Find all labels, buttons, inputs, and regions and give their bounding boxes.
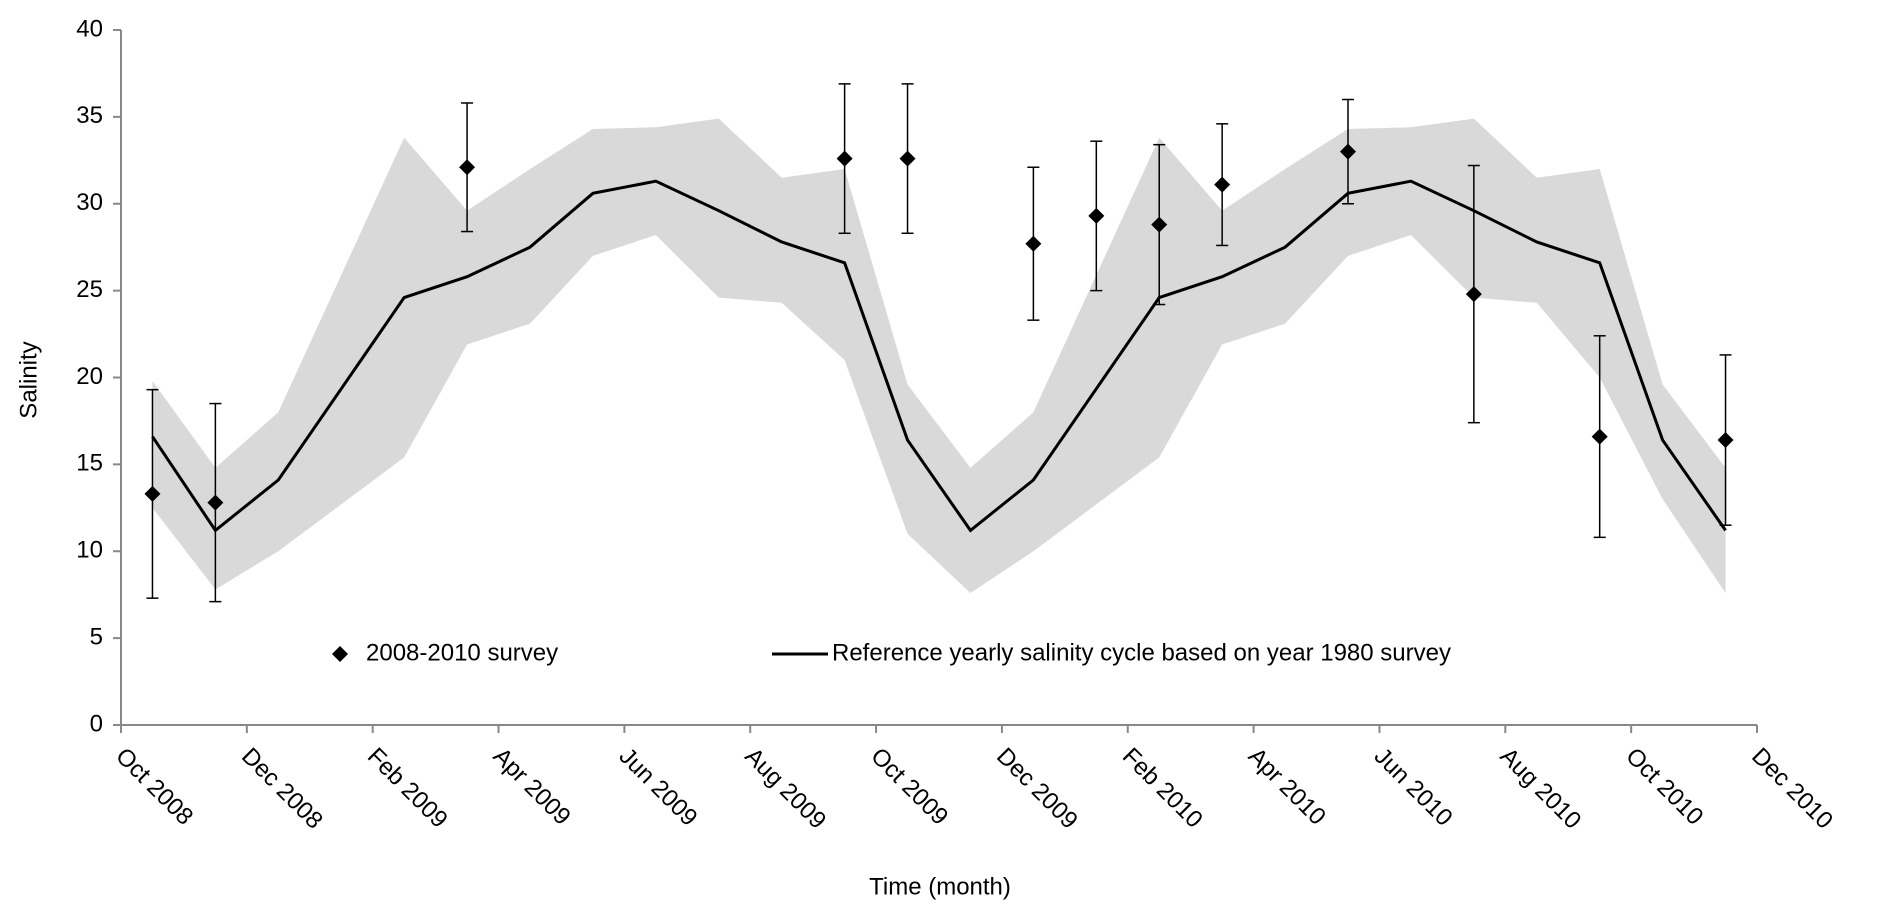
survey-point — [1591, 428, 1608, 445]
x-tick-label: Dec 2008 — [236, 743, 328, 835]
survey-point — [459, 159, 476, 176]
survey-point — [836, 150, 853, 167]
y-tick-label: 25 — [76, 276, 103, 303]
x-tick-label: Feb 2009 — [362, 743, 453, 834]
survey-point — [1151, 216, 1168, 233]
survey-point — [1340, 143, 1356, 160]
x-tick-label: Jun 2010 — [1369, 743, 1458, 832]
legend-marker — [332, 646, 348, 662]
x-tick-label: Oct 2009 — [865, 743, 953, 831]
survey-point — [144, 485, 161, 502]
survey-point — [207, 494, 224, 511]
legend-label: Reference yearly salinity cycle based on… — [832, 639, 1451, 666]
x-tick-label: Apr 2010 — [1243, 743, 1331, 831]
x-tick-label: Oct 2008 — [110, 743, 198, 831]
x-tick-label: Oct 2010 — [1620, 743, 1708, 831]
x-tick-label: Dec 2009 — [991, 743, 1083, 835]
x-tick-label: Dec 2010 — [1746, 743, 1838, 835]
survey-point — [1717, 432, 1734, 449]
survey-point — [1025, 235, 1042, 252]
survey-point — [899, 150, 916, 167]
x-tick-label: Aug 2010 — [1495, 743, 1587, 835]
y-tick-label: 5 — [90, 623, 103, 650]
x-tick-label: Apr 2009 — [488, 743, 576, 831]
y-tick-label: 15 — [76, 450, 103, 477]
x-tick-label: Aug 2009 — [740, 743, 832, 835]
y-tick-label: 0 — [90, 710, 103, 737]
y-axis-label: Salinity — [15, 341, 42, 418]
y-tick-label: 20 — [76, 363, 103, 390]
x-tick-label: Feb 2010 — [1117, 743, 1208, 834]
x-axis-label: Time (month) — [869, 873, 1011, 900]
survey-point — [1465, 286, 1482, 303]
x-tick-label: Jun 2009 — [614, 743, 703, 832]
survey-point — [1088, 207, 1105, 224]
range-band — [152, 118, 1726, 593]
y-tick-label: 40 — [76, 15, 103, 42]
legend-label: 2008-2010 survey — [366, 639, 558, 666]
survey-point — [1214, 176, 1231, 193]
y-tick-label: 10 — [76, 537, 103, 564]
reference-line — [151, 179, 1727, 533]
y-tick-label: 35 — [76, 102, 103, 129]
y-tick-label: 30 — [76, 189, 103, 216]
